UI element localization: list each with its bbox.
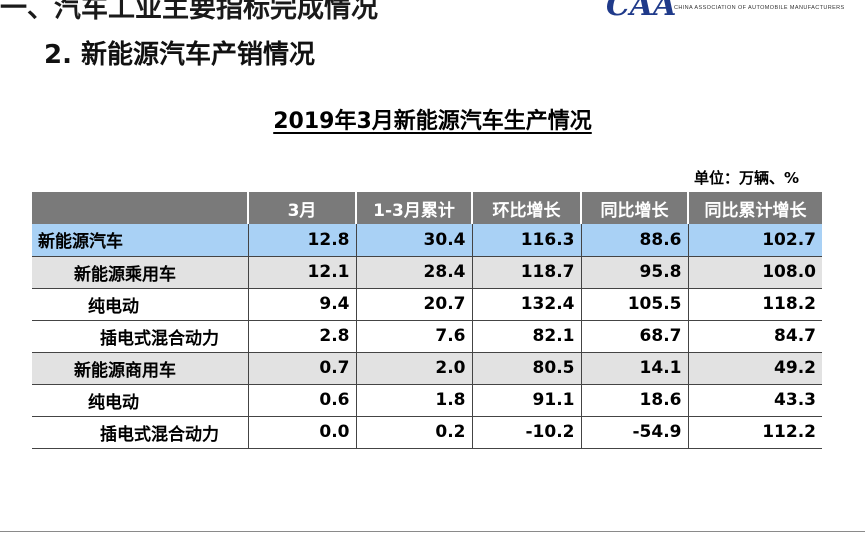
table-cell: 88.6 [581,224,689,257]
header-cell-yoy-cumulative-growth: 同比累计增长 [688,192,822,224]
table-cell: 12.8 [248,224,357,257]
footer-divider [0,531,865,532]
table-title-wrap: 2019年3月新能源汽车生产情况 [0,103,865,135]
header-cell-cumulative: 1-3月累计 [356,192,473,224]
table-cell: 28.4 [356,256,473,289]
table-row: 纯电动 0.6 1.8 91.1 18.6 43.3 [32,384,822,417]
table-cell: 118.2 [688,288,822,321]
nev-production-table: 3月 1-3月累计 环比增长 同比增长 同比累计增长 新能源汽车 12.8 30… [32,192,822,449]
table-cell: 118.7 [472,256,582,289]
row-label: 纯电动 [32,288,249,321]
table-row: 新能源乘用车 12.1 28.4 118.7 95.8 108.0 [32,256,822,289]
table-cell: 68.7 [581,320,689,353]
table-cell: 105.5 [581,288,689,321]
table-cell: 102.7 [688,224,822,257]
section-title: 2. 新能源汽车产销情况 [44,40,316,70]
table-cell: 12.1 [248,256,357,289]
table-row: 新能源商用车 0.7 2.0 80.5 14.1 49.2 [32,352,822,385]
table-cell: 0.7 [248,352,357,385]
table-cell: -10.2 [472,416,582,449]
table-cell: 108.0 [688,256,822,289]
table-cell: 30.4 [356,224,473,257]
table-cell: 2.8 [248,320,357,353]
table-cell: 0.2 [356,416,473,449]
table-cell: 132.4 [472,288,582,321]
header-cell-yoy-growth: 同比增长 [581,192,689,224]
table-cell: 0.0 [248,416,357,449]
table-cell: 84.7 [688,320,822,353]
row-label: 插电式混合动力 [32,320,249,353]
caam-logo: CAA CHINA ASSOCIATION OF AUTOMOBILE MANU… [606,0,844,23]
table-cell: 20.7 [356,288,473,321]
table-cell: 82.1 [472,320,582,353]
table-header-row: 3月 1-3月累计 环比增长 同比增长 同比累计增长 [32,192,822,224]
table-cell: 116.3 [472,224,582,257]
table-cell: 9.4 [248,288,357,321]
logo-mark: CAA [606,0,677,23]
table-cell: 1.8 [356,384,473,417]
row-label: 新能源乘用车 [32,256,249,289]
table-cell: 43.3 [688,384,822,417]
table-title: 2019年3月新能源汽车生产情况 [273,109,592,134]
slide-header: 一、汽车工业主要指标完成情况 [0,0,378,24]
table-cell: 0.6 [248,384,357,417]
table-cell: 2.0 [356,352,473,385]
table-cell: 14.1 [581,352,689,385]
header-cell-blank [32,192,249,224]
table-cell: 80.5 [472,352,582,385]
table-row: 纯电动 9.4 20.7 132.4 105.5 118.2 [32,288,822,321]
table-row: 插电式混合动力 2.8 7.6 82.1 68.7 84.7 [32,320,822,353]
table-cell: -54.9 [581,416,689,449]
header-cell-march: 3月 [248,192,357,224]
table-cell: 49.2 [688,352,822,385]
unit-label: 单位：万辆、% [694,169,800,187]
row-label: 新能源汽车 [32,224,249,257]
table-cell: 91.1 [472,384,582,417]
table-cell: 95.8 [581,256,689,289]
row-label: 新能源商用车 [32,352,249,385]
row-label: 插电式混合动力 [32,416,249,449]
logo-subtitle: CHINA ASSOCIATION OF AUTOMOBILE MANUFACT… [674,5,845,11]
table-cell: 112.2 [688,416,822,449]
row-label: 纯电动 [32,384,249,417]
table-cell: 18.6 [581,384,689,417]
table-row: 新能源汽车 12.8 30.4 116.3 88.6 102.7 [32,224,822,257]
header-cell-mom-growth: 环比增长 [472,192,582,224]
table-row: 插电式混合动力 0.0 0.2 -10.2 -54.9 112.2 [32,416,822,449]
table-cell: 7.6 [356,320,473,353]
